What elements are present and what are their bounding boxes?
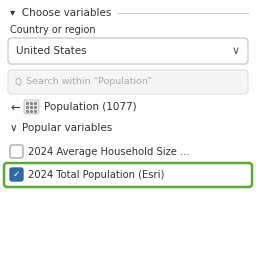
Text: Q: Q	[15, 77, 22, 86]
FancyBboxPatch shape	[8, 38, 248, 64]
Text: ∨: ∨	[232, 46, 240, 56]
FancyBboxPatch shape	[4, 163, 252, 187]
FancyBboxPatch shape	[24, 100, 39, 114]
FancyBboxPatch shape	[10, 145, 23, 158]
Text: ▾  Choose variables: ▾ Choose variables	[10, 8, 111, 18]
Text: 2024 Average Household Size ...: 2024 Average Household Size ...	[28, 147, 190, 157]
Text: Population (1077): Population (1077)	[44, 102, 137, 112]
Text: ∨: ∨	[10, 123, 18, 133]
Text: Search within “Population”: Search within “Population”	[26, 77, 152, 86]
FancyBboxPatch shape	[8, 70, 248, 94]
FancyBboxPatch shape	[10, 168, 23, 181]
Text: ←: ←	[10, 100, 20, 113]
Text: United States: United States	[16, 46, 87, 56]
Text: Country or region: Country or region	[10, 25, 96, 35]
Text: 2024 Total Population (Esri): 2024 Total Population (Esri)	[28, 170, 164, 180]
Text: ✓: ✓	[13, 170, 20, 179]
Text: Popular variables: Popular variables	[22, 123, 112, 133]
